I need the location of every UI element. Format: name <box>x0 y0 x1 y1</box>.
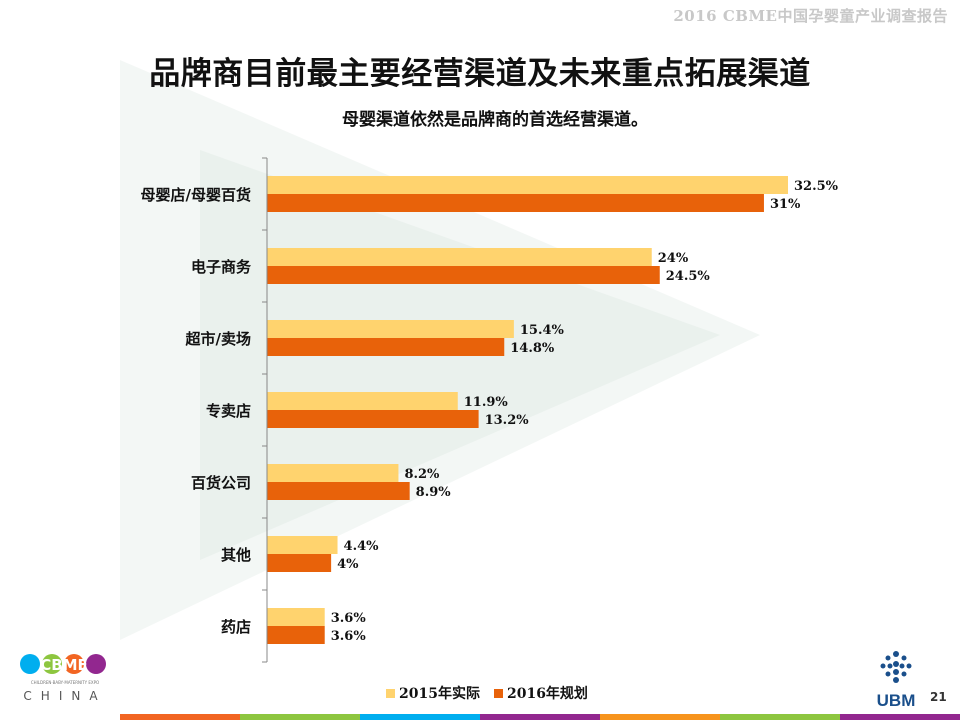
data-label-2016-2: 14.8% <box>510 341 555 356</box>
data-label-2015-5: 4.4% <box>344 539 380 554</box>
category-label-1: 电子商务 <box>191 258 252 276</box>
category-label-4: 百货公司 <box>191 474 251 492</box>
category-label-2: 超市/卖场 <box>185 330 251 348</box>
footer-color-segment <box>360 714 480 720</box>
data-label-2016-3: 13.2% <box>485 413 530 428</box>
report-header: 2016 CBME中国孕婴童产业调查报告 <box>673 7 948 25</box>
bar-2016-5 <box>267 554 332 572</box>
data-label-2015-1: 24% <box>658 251 689 266</box>
data-label-2016-4: 8.9% <box>416 485 452 500</box>
footer-color-segment <box>120 714 240 720</box>
bar-2016-1 <box>267 266 660 284</box>
slide-title: 品牌商目前最主要经营渠道及未来重点拓展渠道 <box>149 56 811 92</box>
category-label-3: 专卖店 <box>206 402 251 420</box>
data-label-2015-4: 8.2% <box>404 467 440 482</box>
bar-2015-4 <box>267 464 399 482</box>
data-label-2015-2: 15.4% <box>520 323 565 338</box>
category-label-5: 其他 <box>221 546 251 564</box>
legend-item-2015: 2015年实际 <box>386 683 480 703</box>
category-label-6: 药店 <box>221 618 251 636</box>
bar-2015-5 <box>267 536 338 554</box>
footer-color-bar <box>120 714 960 720</box>
bar-2015-2 <box>267 320 514 338</box>
data-label-2015-0: 32.5% <box>794 179 839 194</box>
footer-color-segment <box>720 714 840 720</box>
bar-2015-1 <box>267 248 652 266</box>
bar-2015-6 <box>267 608 325 626</box>
data-label-2015-3: 11.9% <box>464 395 509 410</box>
page-number: 21 <box>930 690 947 704</box>
data-label-2016-0: 31% <box>770 197 801 212</box>
slide-subtitle: 母婴渠道依然是品牌商的首选经营渠道。 <box>342 110 648 130</box>
footer-color-segment <box>840 714 960 720</box>
footer-color-segment <box>240 714 360 720</box>
legend-swatch-2016 <box>493 688 503 698</box>
data-label-2015-6: 3.6% <box>331 611 367 626</box>
bar-2016-6 <box>267 626 325 644</box>
bar-2016-3 <box>267 410 479 428</box>
bar-2016-4 <box>267 482 410 500</box>
legend-label-2015: 2015年实际 <box>399 686 480 702</box>
cbme-logo-text: CBME <box>40 656 88 674</box>
legend-swatch-2015 <box>386 688 395 698</box>
footer-color-segment <box>600 714 720 720</box>
data-label-2016-6: 3.6% <box>331 629 367 644</box>
legend-item-2016: 2016年规划 <box>493 683 588 703</box>
chart-legend: 2015年实际 2016年规划 <box>386 683 588 703</box>
data-label-2016-1: 24.5% <box>666 269 711 284</box>
bar-2015-3 <box>267 392 458 410</box>
cbme-logo-tagline: CHILDREN·BABY·MATERNITY EXPO <box>31 680 99 685</box>
bar-2015-0 <box>267 176 788 194</box>
bar-2016-2 <box>267 338 505 356</box>
footer-color-segment <box>480 714 600 720</box>
cbme-logo: CBME CHILDREN·BABY·MATERNITY EXPO CHINA <box>20 654 106 703</box>
ubm-logo-text: UBM <box>877 691 916 710</box>
legend-label-2016: 2016年规划 <box>506 686 588 702</box>
data-label-2016-5: 4% <box>337 557 359 572</box>
ubm-logo: UBM <box>877 651 916 710</box>
bar-2016-0 <box>267 194 764 212</box>
cbme-logo-sub: CHINA <box>23 689 106 703</box>
category-label-0: 母婴店/母婴百货 <box>141 186 251 204</box>
